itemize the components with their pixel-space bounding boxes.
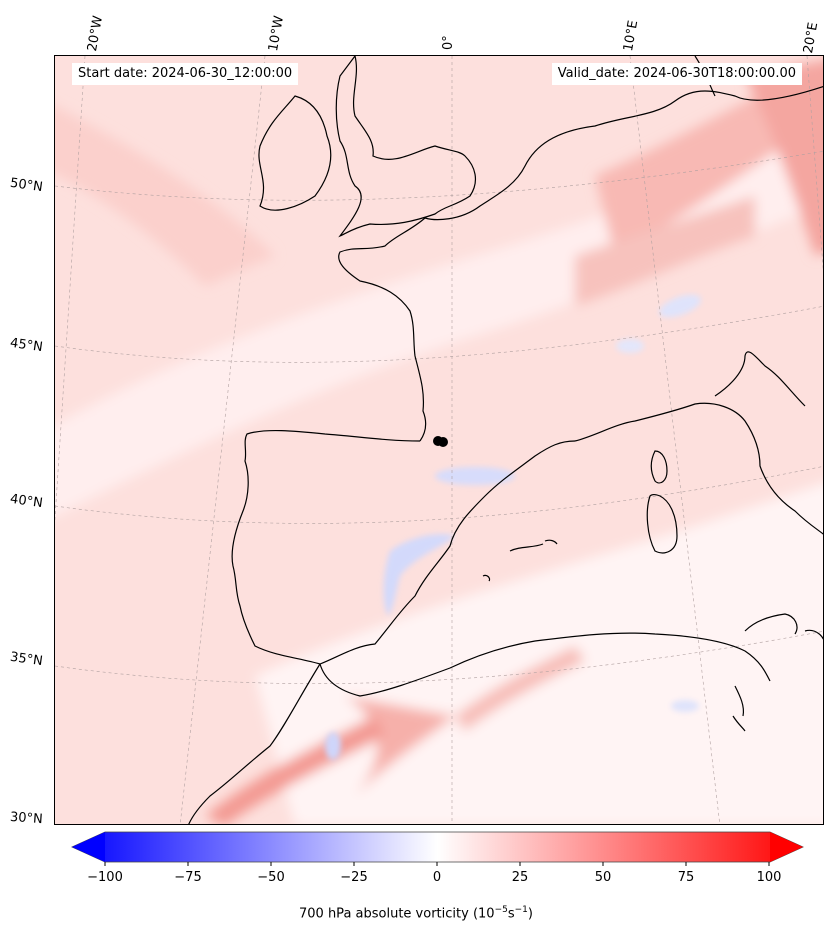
colorbar-low-extend — [72, 832, 105, 862]
colorbar-tick-label: 0 — [432, 870, 442, 885]
colorbar-label-unit: s — [507, 906, 515, 922]
lon-label-20e: 20°E — [801, 21, 822, 55]
colorbar-label-exp2: −1 — [514, 905, 528, 915]
lat-label-50n: 50°N — [9, 175, 44, 196]
colorbar-tick-label: 75 — [677, 870, 695, 885]
colorbar-gradient — [71, 831, 804, 863]
coastlines — [188, 56, 823, 824]
colorbar-tick-label: −75 — [174, 870, 202, 885]
lon-label-0: 0° — [441, 35, 456, 50]
colorbar-tick-label: −100 — [87, 870, 123, 885]
map-panel[interactable] — [54, 55, 824, 825]
colorbar-tick-label: −50 — [257, 870, 285, 885]
colorbar-tick-label: 50 — [594, 870, 612, 885]
colorbar-tick-label: 25 — [511, 870, 529, 885]
vorticity-field-map — [55, 56, 823, 824]
colorbar-high-extend — [770, 832, 803, 862]
colorbar-label-exp1: −5 — [494, 905, 508, 915]
lat-label-45n: 45°N — [9, 335, 44, 356]
colorbar-ticks — [104, 862, 770, 866]
lon-label-10e: 10°E — [621, 19, 642, 53]
valid-date-label: Valid_date: 2024-06-30T18:00:00.00 — [551, 63, 802, 85]
negative-vorticity-patches — [325, 294, 701, 760]
colorbar-tick-label: −25 — [340, 870, 368, 885]
lon-label-10w: 10°W — [266, 14, 288, 53]
lon-label-20w: 20°W — [85, 14, 107, 53]
lat-label-30n: 30°N — [9, 809, 44, 828]
lat-label-40n: 40°N — [9, 491, 44, 512]
colorbar-label-suffix: ) — [527, 906, 533, 922]
start-date-label: Start date: 2024-06-30_12:00:00 — [72, 63, 299, 85]
colorbar-label-prefix: 700 hPa absolute vorticity (10 — [299, 906, 495, 922]
graticule — [55, 56, 823, 824]
station-marker[interactable] — [433, 436, 448, 447]
colorbar-label: 700 hPa absolute vorticity (10−5s−1) — [0, 905, 832, 921]
colorbar-tick-label: 100 — [756, 870, 782, 885]
lat-label-35n: 35°N — [9, 649, 44, 670]
